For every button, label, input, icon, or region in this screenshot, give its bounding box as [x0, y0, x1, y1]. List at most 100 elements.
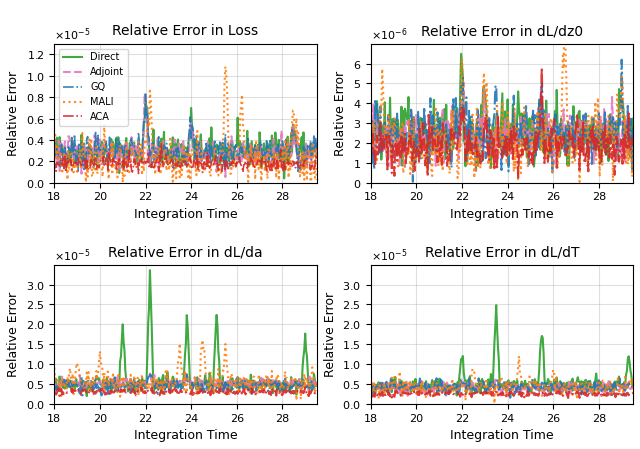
- Line: Adjoint: Adjoint: [371, 379, 633, 397]
- Direct: [524, 381, 532, 387]
- ACA: [367, 392, 374, 398]
- GQ: [367, 131, 374, 136]
- MALI: [576, 179, 584, 185]
- GQ: [183, 372, 191, 377]
- Direct: [629, 128, 637, 133]
- Adjoint: [525, 156, 532, 161]
- Direct: [51, 149, 59, 154]
- Line: ACA: ACA: [371, 67, 633, 178]
- Direct: [367, 126, 374, 132]
- MALI: [207, 387, 215, 393]
- GQ: [368, 116, 376, 122]
- MALI: [367, 172, 374, 177]
- Line: GQ: GQ: [54, 94, 317, 172]
- GQ: [294, 169, 302, 174]
- Direct: [290, 383, 298, 388]
- Line: Direct: Direct: [371, 305, 633, 396]
- MALI: [368, 134, 376, 140]
- Adjoint: [529, 385, 536, 391]
- X-axis label: Integration Time: Integration Time: [450, 208, 554, 221]
- MALI: [527, 160, 535, 165]
- MALI: [607, 379, 614, 384]
- MALI: [207, 174, 214, 179]
- MALI: [207, 165, 215, 170]
- MALI: [212, 378, 220, 383]
- GQ: [523, 117, 531, 123]
- MALI: [367, 377, 374, 383]
- GQ: [605, 113, 613, 119]
- Legend: Direct, Adjoint, GQ, MALI, ACA: Direct, Adjoint, GQ, MALI, ACA: [59, 48, 128, 126]
- Direct: [207, 125, 215, 130]
- ACA: [523, 393, 531, 399]
- Direct: [83, 393, 91, 399]
- Direct: [367, 383, 374, 388]
- GQ: [629, 381, 637, 387]
- Adjoint: [51, 158, 58, 163]
- MALI: [51, 160, 58, 166]
- Direct: [280, 176, 288, 181]
- GQ: [51, 153, 59, 158]
- Adjoint: [523, 389, 531, 394]
- Direct: [207, 383, 215, 389]
- GQ: [105, 393, 113, 399]
- MALI: [199, 337, 207, 343]
- Direct: [371, 393, 379, 399]
- ACA: [523, 135, 531, 141]
- MALI: [290, 108, 298, 114]
- MALI: [523, 148, 531, 153]
- Direct: [529, 114, 537, 120]
- Direct: [607, 386, 614, 391]
- MALI: [273, 150, 281, 155]
- Adjoint: [313, 381, 321, 387]
- GQ: [289, 129, 297, 134]
- MALI: [607, 149, 614, 154]
- ACA: [313, 155, 321, 161]
- GQ: [207, 160, 214, 166]
- ACA: [607, 392, 614, 397]
- ACA: [629, 143, 637, 148]
- Direct: [146, 268, 154, 273]
- MALI: [51, 365, 58, 370]
- Direct: [290, 127, 298, 132]
- ACA: [207, 161, 215, 166]
- ACA: [273, 156, 281, 162]
- MALI: [212, 152, 220, 157]
- Direct: [525, 384, 532, 389]
- ACA: [134, 171, 142, 176]
- ACA: [51, 161, 59, 167]
- ACA: [51, 168, 58, 173]
- Adjoint: [368, 381, 376, 386]
- MALI: [589, 141, 597, 146]
- ACA: [538, 65, 546, 70]
- GQ: [524, 136, 532, 141]
- Direct: [209, 379, 216, 384]
- ACA: [157, 140, 165, 145]
- GQ: [212, 385, 220, 391]
- Adjoint: [589, 385, 596, 391]
- ACA: [529, 150, 536, 156]
- GQ: [273, 145, 280, 151]
- GQ: [290, 383, 298, 388]
- Direct: [368, 382, 376, 387]
- GQ: [506, 395, 514, 401]
- GQ: [607, 388, 614, 394]
- Line: MALI: MALI: [54, 66, 317, 183]
- Line: ACA: ACA: [371, 390, 633, 398]
- Line: Direct: Direct: [371, 54, 633, 168]
- MALI: [515, 353, 523, 359]
- Direct: [313, 380, 321, 386]
- ACA: [290, 163, 298, 168]
- GQ: [212, 148, 220, 154]
- Direct: [273, 387, 281, 392]
- Direct: [141, 96, 149, 101]
- Adjoint: [524, 387, 532, 393]
- GQ: [141, 91, 149, 97]
- ACA: [607, 132, 614, 137]
- Adjoint: [529, 110, 537, 116]
- Adjoint: [629, 133, 637, 139]
- Adjoint: [368, 141, 376, 146]
- Direct: [487, 165, 495, 171]
- Direct: [589, 390, 597, 395]
- GQ: [207, 143, 215, 149]
- Direct: [607, 112, 614, 117]
